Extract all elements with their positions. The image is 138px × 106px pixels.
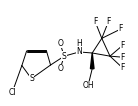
Text: F: F (120, 41, 124, 50)
Text: F: F (106, 17, 111, 26)
Text: O: O (57, 64, 63, 73)
Text: F: F (93, 17, 97, 26)
Text: S: S (29, 74, 34, 83)
Polygon shape (90, 53, 94, 69)
Text: N: N (76, 47, 82, 56)
Text: O: O (57, 39, 63, 48)
Text: Cl: Cl (9, 88, 16, 97)
Text: F: F (120, 53, 124, 62)
Text: S: S (62, 52, 67, 61)
Text: F: F (120, 63, 124, 72)
Text: H: H (76, 39, 82, 48)
Text: OH: OH (82, 81, 94, 90)
Text: F: F (119, 24, 123, 33)
